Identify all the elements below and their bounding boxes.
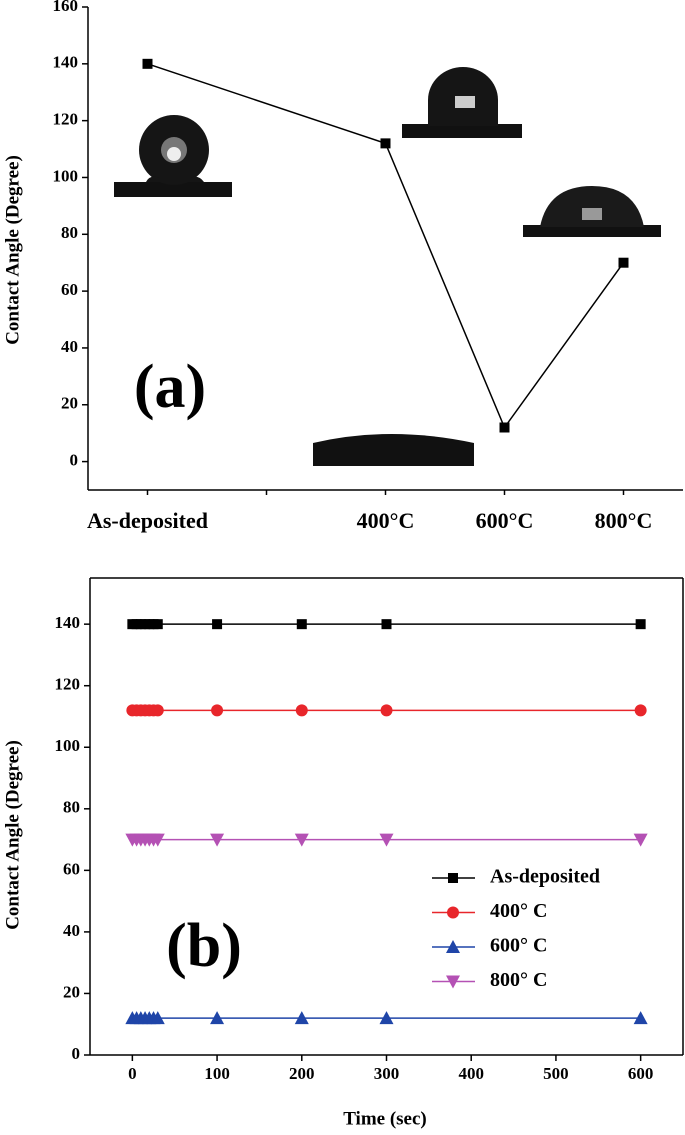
marker — [448, 873, 458, 883]
marker — [212, 619, 223, 630]
marker — [294, 833, 309, 847]
x-tick-label: 400 — [458, 1064, 484, 1083]
marker — [633, 833, 648, 847]
y-tick-label: 20 — [61, 394, 78, 413]
x-tick-label: 100 — [204, 1064, 230, 1083]
series-line — [147, 63, 625, 430]
marker — [142, 58, 153, 69]
x-tick-label: 600°C — [476, 508, 534, 533]
droplet — [540, 186, 644, 227]
droplet-images — [114, 67, 661, 466]
x-axis-title: Time (sec) — [343, 1108, 427, 1129]
x-tick-label: 200 — [289, 1064, 315, 1083]
marker — [635, 619, 646, 630]
marker — [379, 833, 394, 847]
marker — [210, 833, 225, 847]
legend-label: 800° C — [490, 969, 547, 991]
x-tick-label: 400°C — [357, 508, 415, 533]
y-tick-label: 60 — [63, 859, 80, 878]
y-tick-label: 60 — [61, 280, 78, 299]
marker — [296, 619, 307, 630]
marker — [499, 422, 510, 433]
marker — [151, 704, 164, 717]
marker — [210, 1011, 225, 1025]
marker — [446, 940, 460, 953]
x-tick-label: 0 — [128, 1064, 137, 1083]
legend-label: 400° C — [490, 900, 547, 922]
marker — [152, 619, 163, 630]
y-tick-label: 100 — [55, 736, 81, 755]
droplet — [313, 434, 474, 466]
marker — [446, 975, 460, 989]
y-tick-label: 140 — [53, 53, 79, 72]
y-tick-label: 100 — [53, 166, 79, 185]
marker — [447, 906, 459, 919]
y-tick-label: 80 — [63, 798, 80, 817]
y-tick-label: 160 — [53, 0, 79, 15]
y-axis-title: Contact Angle (Degree) — [2, 155, 23, 345]
droplet-highlight — [167, 147, 181, 161]
x-tick-label: 300 — [374, 1064, 400, 1083]
y-tick-label: 40 — [61, 337, 78, 356]
marker — [150, 1011, 165, 1025]
panel-label: (a) — [134, 353, 206, 421]
droplet — [146, 176, 204, 182]
panel-label: (b) — [166, 912, 242, 980]
marker — [380, 704, 393, 717]
y-tick-label: 0 — [70, 450, 79, 469]
substrate — [402, 124, 522, 138]
marker — [380, 138, 391, 149]
x-tick-label: 800°C — [595, 508, 653, 533]
marker — [295, 704, 308, 717]
marker — [150, 833, 165, 847]
substrate — [523, 225, 661, 237]
marker — [379, 1011, 394, 1025]
y-tick-label: 80 — [61, 223, 78, 242]
y-tick-label: 120 — [55, 675, 81, 694]
marker — [634, 704, 647, 717]
y-tick-label: 0 — [72, 1044, 81, 1063]
marker — [633, 1011, 648, 1025]
legend-label: 600° C — [490, 935, 547, 957]
droplet-highlight — [455, 96, 475, 108]
marker — [618, 257, 629, 268]
legend-label: As-deposited — [490, 866, 600, 888]
marker — [211, 704, 224, 717]
y-tick-label: 20 — [63, 982, 80, 1001]
droplet-highlight — [582, 208, 602, 220]
marker — [294, 1011, 309, 1025]
y-tick-label: 40 — [63, 921, 80, 940]
marker — [381, 619, 392, 630]
x-tick-label: 500 — [543, 1064, 569, 1083]
y-tick-label: 140 — [55, 613, 81, 632]
x-tick-label: 600 — [628, 1064, 654, 1083]
x-tick-label: As-deposited — [87, 508, 208, 533]
y-tick-label: 120 — [53, 110, 79, 129]
substrate — [114, 182, 232, 197]
y-axis-title: Contact Angle (Degree) — [2, 740, 23, 930]
